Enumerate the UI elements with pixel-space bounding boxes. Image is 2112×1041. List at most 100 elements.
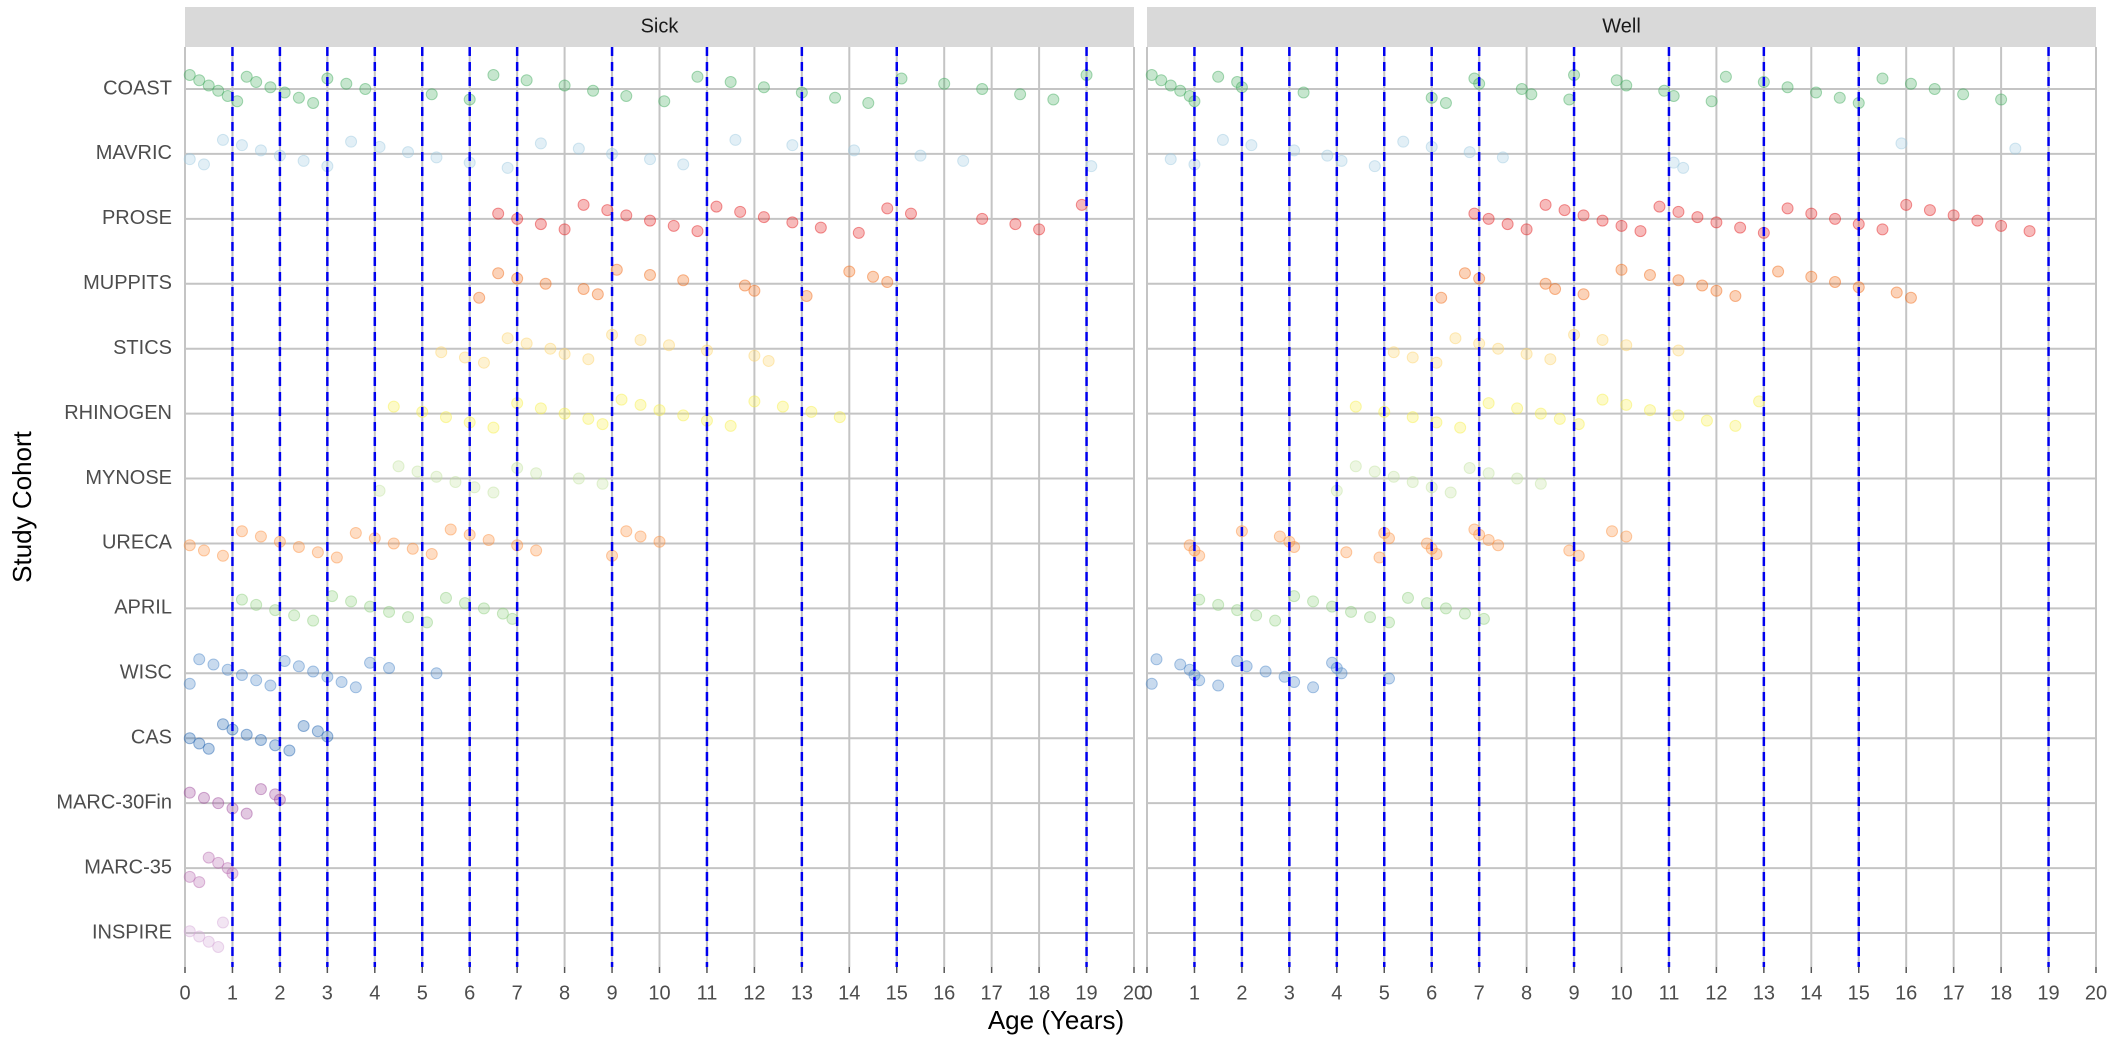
data-point [240, 728, 253, 741]
x-tick-label: 3 [1284, 982, 1295, 1004]
data-point [691, 70, 704, 83]
data-point [2009, 142, 2022, 155]
data-point [1596, 333, 1609, 346]
data-point [349, 526, 362, 539]
data-point [848, 144, 861, 157]
data-point [307, 614, 320, 627]
data-point [292, 91, 305, 104]
data-point [439, 591, 452, 604]
x-tick-label: 11 [697, 982, 718, 1004]
data-point [1397, 135, 1410, 148]
x-tick-label: 9 [1568, 982, 1579, 1004]
data-point [852, 226, 865, 239]
data-point [1364, 611, 1377, 624]
data-point [1615, 219, 1628, 232]
data-point [183, 870, 196, 883]
data-point [1212, 598, 1225, 611]
data-point [1482, 397, 1495, 410]
data-point [1307, 681, 1320, 694]
y-tick-label: COAST [103, 77, 172, 99]
data-point [577, 283, 590, 296]
data-point [1810, 86, 1823, 99]
data-point [1634, 225, 1647, 238]
x-tick-label: 6 [464, 982, 475, 1004]
data-point [1145, 677, 1158, 690]
data-point [1164, 153, 1177, 166]
data-point [957, 154, 970, 167]
data-point [1572, 549, 1585, 562]
x-tick-label: 8 [1521, 982, 1532, 1004]
data-point [1145, 69, 1158, 81]
data-point [1904, 77, 1917, 90]
data-point [1995, 93, 2008, 106]
facet-strip [1147, 7, 2096, 47]
data-point [1482, 467, 1495, 480]
data-point [1620, 339, 1633, 352]
data-point [1719, 70, 1732, 83]
x-tick-label: 18 [1028, 982, 1050, 1004]
data-point [193, 74, 206, 87]
x-tick-label: 5 [1379, 982, 1390, 1004]
x-tick-label: 4 [1331, 982, 1342, 1004]
data-point [1700, 414, 1713, 427]
data-point [1193, 593, 1206, 606]
y-tick-label: MARC-30Fin [56, 791, 172, 813]
x-tick-label: 10 [648, 982, 670, 1004]
data-point [644, 153, 657, 166]
data-point [757, 81, 770, 94]
data-point [558, 79, 571, 92]
data-point [183, 539, 196, 552]
data-point [539, 277, 552, 290]
data-point [662, 339, 675, 352]
data-point [269, 788, 282, 801]
data-point [212, 84, 225, 97]
data-point [1672, 409, 1685, 422]
data-point [1596, 393, 1609, 406]
data-point [330, 551, 343, 564]
data-point [620, 209, 633, 222]
data-point [216, 133, 229, 146]
data-point [1430, 547, 1443, 560]
data-point [1259, 665, 1272, 678]
data-point [283, 744, 296, 757]
data-point [534, 137, 547, 150]
data-point [1216, 133, 1229, 146]
data-point [1155, 74, 1168, 87]
data-point [1492, 342, 1505, 355]
data-point [1406, 351, 1419, 364]
data-point [1212, 70, 1225, 83]
data-point [520, 74, 533, 87]
data-point [572, 472, 585, 485]
x-tick-label: 5 [417, 982, 428, 1004]
data-point [1515, 83, 1528, 95]
data-point [1349, 400, 1362, 413]
data-point [183, 925, 196, 938]
data-point [1672, 205, 1685, 218]
data-point [1658, 84, 1671, 97]
data-point [558, 223, 571, 236]
data-point [1876, 223, 1889, 236]
data-point [1904, 291, 1917, 304]
x-tick-label: 14 [1800, 982, 1822, 1004]
data-point [1753, 395, 1766, 408]
x-tick-label: 20 [2085, 982, 2107, 1004]
data-point [202, 851, 215, 864]
data-point [615, 393, 628, 406]
data-point [1245, 139, 1258, 152]
data-point [292, 660, 305, 673]
data-point [1829, 276, 1842, 289]
data-point [1174, 658, 1187, 671]
data-point [1288, 590, 1301, 603]
data-point [254, 733, 267, 746]
data-point [1085, 160, 1098, 173]
data-point [724, 419, 737, 432]
data-point [1620, 530, 1633, 543]
data-point [904, 207, 917, 220]
data-point [183, 69, 196, 81]
data-point [1539, 198, 1552, 211]
data-point [197, 544, 210, 557]
data-point [1406, 411, 1419, 424]
data-point [487, 69, 500, 81]
data-point [1544, 353, 1557, 366]
data-point [534, 402, 547, 415]
